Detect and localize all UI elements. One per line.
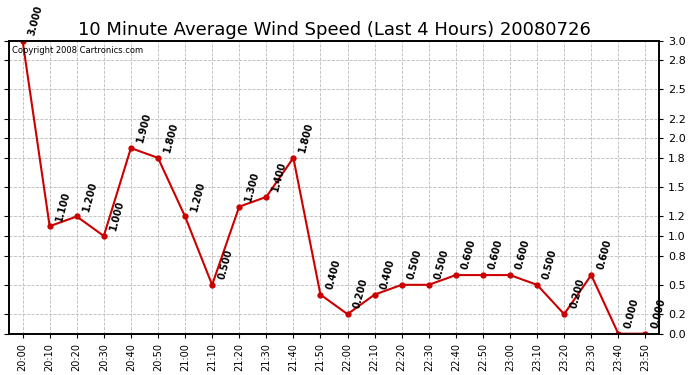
Text: 0.600: 0.600: [514, 238, 532, 271]
Text: 1.100: 1.100: [54, 190, 72, 222]
Text: 0.200: 0.200: [569, 278, 586, 310]
Text: 0.400: 0.400: [379, 258, 396, 291]
Text: 1.800: 1.800: [297, 121, 315, 154]
Text: 0.600: 0.600: [487, 238, 504, 271]
Text: 0.500: 0.500: [541, 248, 559, 280]
Text: 1.200: 1.200: [81, 180, 99, 212]
Text: 1.900: 1.900: [135, 112, 152, 144]
Text: 1.300: 1.300: [244, 170, 261, 202]
Text: 0.600: 0.600: [595, 238, 613, 271]
Text: Copyright 2008 Cartronics.com: Copyright 2008 Cartronics.com: [12, 46, 144, 56]
Text: 0.600: 0.600: [460, 238, 477, 271]
Text: 1.200: 1.200: [189, 180, 207, 212]
Text: 0.400: 0.400: [324, 258, 342, 291]
Text: 0.500: 0.500: [406, 248, 424, 280]
Text: 0.200: 0.200: [352, 278, 369, 310]
Title: 10 Minute Average Wind Speed (Last 4 Hours) 20080726: 10 Minute Average Wind Speed (Last 4 Hou…: [77, 21, 591, 39]
Text: 0.000: 0.000: [622, 297, 640, 330]
Text: 1.000: 1.000: [108, 200, 126, 232]
Text: 3.000: 3.000: [27, 4, 44, 36]
Text: 0.500: 0.500: [433, 248, 451, 280]
Text: 1.800: 1.800: [162, 121, 180, 154]
Text: 0.500: 0.500: [216, 248, 234, 280]
Text: 1.400: 1.400: [270, 160, 288, 193]
Text: 0.000: 0.000: [649, 297, 667, 330]
